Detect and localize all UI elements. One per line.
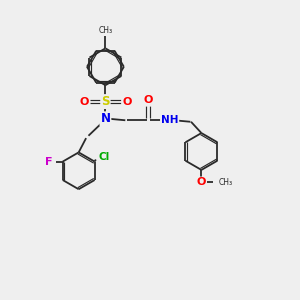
Text: N: N <box>100 112 110 125</box>
Text: O: O <box>122 97 131 106</box>
Text: NH: NH <box>161 115 178 125</box>
Text: S: S <box>101 95 110 108</box>
Text: O: O <box>143 95 153 105</box>
Text: CH₃: CH₃ <box>98 26 112 35</box>
Text: F: F <box>45 157 52 166</box>
Text: CH₃: CH₃ <box>218 178 233 187</box>
Text: Cl: Cl <box>98 152 110 162</box>
Text: O: O <box>197 177 206 188</box>
Text: O: O <box>79 97 89 106</box>
